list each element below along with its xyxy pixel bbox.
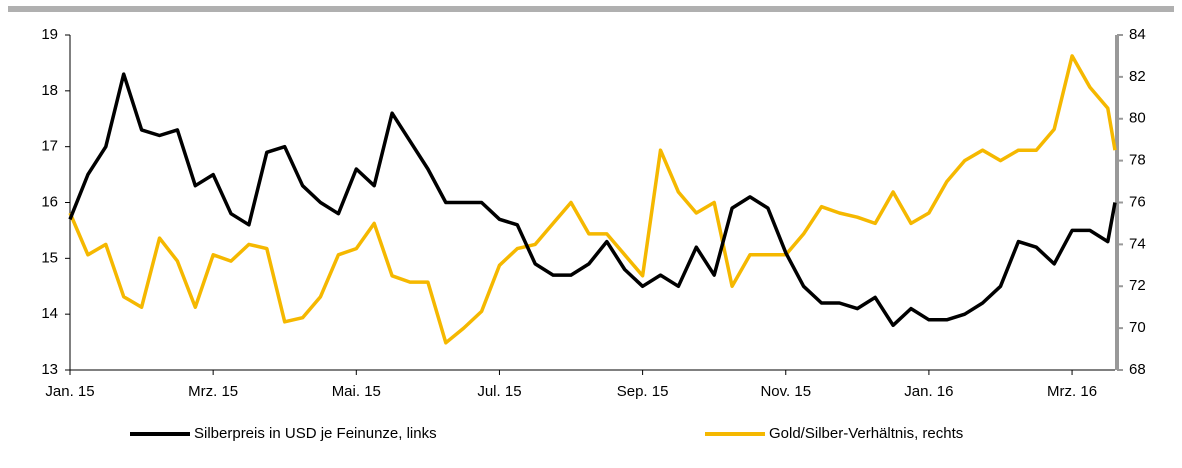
legend-label: Gold/Silber-Verhältnis, rechts [769,425,963,442]
x-tick-label: Mrz. 16 [1047,383,1097,400]
x-tick-label: Mai. 15 [332,383,381,400]
y-tick-label: 13 [41,361,58,378]
y2-tick-label: 74 [1129,235,1146,252]
y2-tick-label: 70 [1129,319,1146,336]
y-tick-label: 15 [41,249,58,266]
y-tick-label: 19 [41,26,58,43]
y2-tick-label: 68 [1129,361,1146,378]
y-tick-label: 14 [41,305,58,322]
y2-tick-label: 84 [1129,26,1146,43]
y2-tick-label: 82 [1129,68,1146,85]
y2-tick-label: 76 [1129,193,1146,210]
series-line [68,54,1117,345]
y-tick-label: 17 [41,138,58,155]
y-tick-label: 16 [41,193,58,210]
series-line [68,72,1117,328]
y2-tick-label: 72 [1129,277,1146,294]
x-tick-label: Mrz. 15 [188,383,238,400]
y2-tick-label: 80 [1129,110,1146,127]
y2-tick-label: 78 [1129,152,1146,169]
y-tick-label: 18 [41,82,58,99]
x-tick-label: Nov. 15 [760,383,811,400]
legend-label: Silberpreis in USD je Feinunze, links [194,425,437,442]
header-bar [8,6,1174,12]
x-tick-label: Jul. 15 [477,383,521,400]
x-tick-label: Sep. 15 [617,383,669,400]
x-tick-label: Jan. 15 [45,383,94,400]
x-tick-label: Jan. 16 [904,383,953,400]
